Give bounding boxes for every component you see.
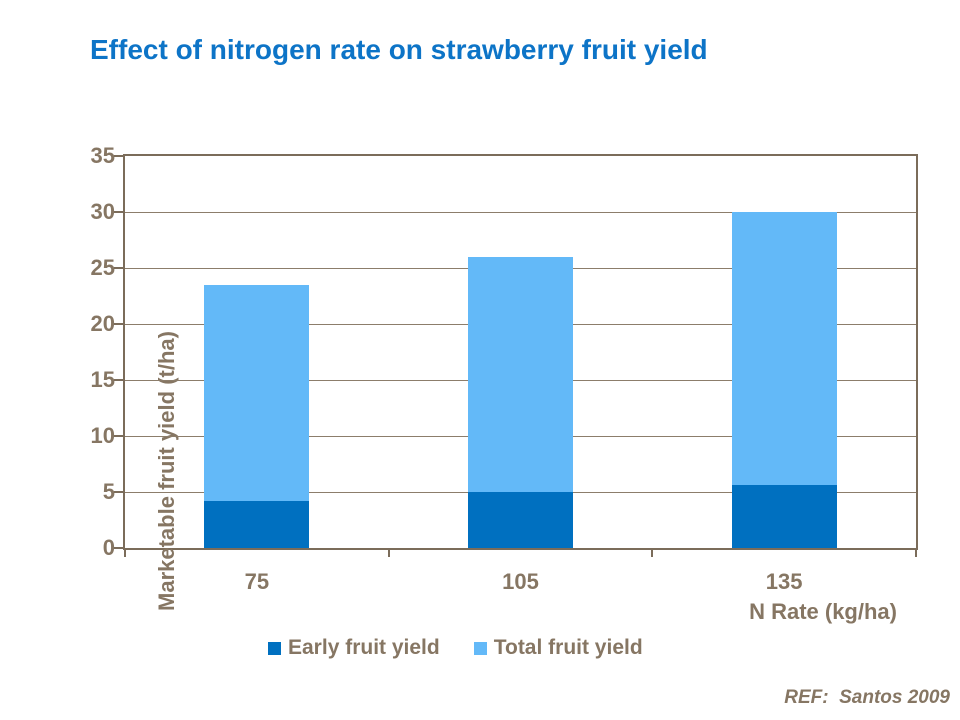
y-axis-title: Marketable fruit yield (t/ha) (154, 331, 179, 611)
y-tick-mark-30 (114, 211, 123, 213)
x-tick-mark-0 (124, 550, 126, 557)
legend-label: Total fruit yield (493, 636, 643, 659)
bar-early-segment-105 (468, 492, 573, 548)
y-tick-mark-35 (114, 155, 123, 157)
y-tick-label-5: 5 (102, 479, 115, 504)
y-tick-mark-25 (114, 267, 123, 269)
x-tick-mark-1 (387, 550, 390, 557)
legend-item-total: Total fruit yield (473, 636, 643, 660)
x-tick-label-75: 75 (244, 569, 270, 594)
legend-swatch-icon (473, 641, 487, 655)
y-tick-label-35: 35 (90, 143, 115, 168)
x-axis-title: N Rate (kg/ha) (749, 599, 897, 624)
y-tick-label-20: 20 (90, 311, 115, 336)
x-tick-mark-2 (651, 550, 654, 557)
bar-group-75 (204, 284, 310, 548)
bar-group-135 (731, 212, 837, 548)
y-tick-mark-20 (114, 323, 123, 325)
reference-citation: REF: Santos 2009 (784, 687, 950, 708)
x-tick-label-105: 105 (502, 569, 539, 594)
y-tick-label-0: 0 (102, 535, 115, 560)
bar-total-segment-105 (468, 256, 573, 492)
y-tick-mark-0 (114, 547, 123, 549)
bar-group-105 (468, 256, 573, 548)
y-tick-label-30: 30 (90, 199, 115, 224)
bar-early-segment-135 (731, 485, 837, 548)
y-tick-label-15: 15 (90, 367, 115, 392)
y-tick-label-25: 25 (90, 255, 115, 280)
gridline-y-30 (125, 211, 916, 213)
x-tick-mark-3 (915, 550, 917, 557)
page-title: Effect of nitrogen rate on strawberry fr… (90, 34, 708, 65)
y-tick-mark-10 (114, 435, 123, 437)
bar-total-segment-75 (204, 284, 310, 501)
legend-item-early: Early fruit yield (268, 636, 440, 660)
bar-early-segment-75 (204, 500, 310, 548)
legend-swatch-icon (268, 641, 281, 655)
x-tick-label-135: 135 (765, 569, 803, 594)
y-tick-mark-15 (114, 379, 123, 381)
legend-label: Early fruit yield (288, 636, 440, 659)
chart-legend: Early fruit yield Total fruit yield (268, 636, 643, 660)
y-tick-mark-5 (114, 491, 123, 493)
y-tick-label-10: 10 (90, 423, 115, 448)
plot-area: Marketable fruit yield (t/ha) (123, 154, 918, 611)
bar-total-segment-135 (731, 212, 837, 486)
